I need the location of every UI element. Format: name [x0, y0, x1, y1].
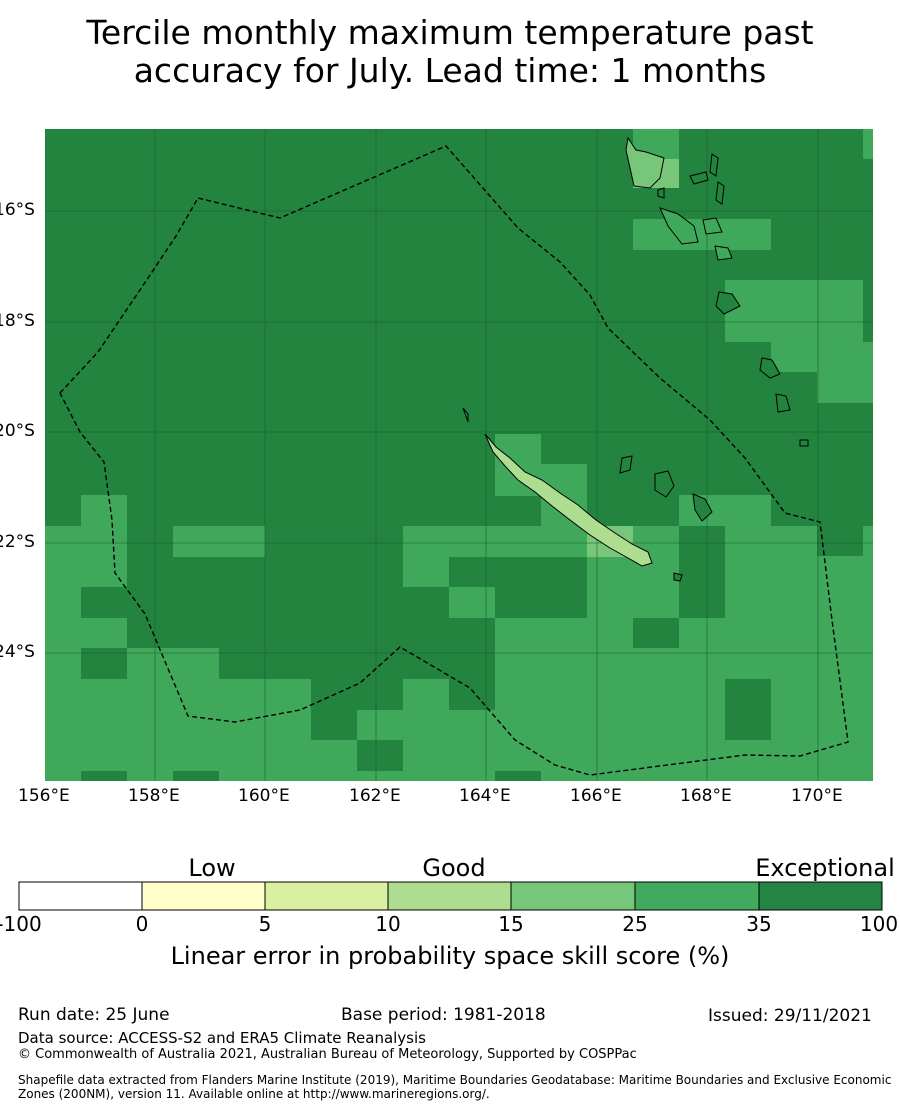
colorbar-tick-15: 15 — [498, 912, 524, 936]
lat-label-16s: 16°S — [0, 200, 35, 220]
loyalty-islands — [619, 455, 713, 582]
lon-label-168e: 168°E — [680, 786, 732, 806]
copyright: © Commonwealth of Australia 2021, Austra… — [18, 1047, 637, 1062]
colorbar-tick-100: 100 — [859, 912, 899, 936]
colorbar-category-low: Low — [188, 854, 236, 882]
colorbar-tick-25: 25 — [622, 912, 648, 936]
vanuatu-islands — [625, 136, 665, 189]
colorbar-tick-35: 35 — [746, 912, 772, 936]
colorbar-swatch-2 — [265, 882, 388, 910]
lon-label-160e: 160°E — [238, 786, 290, 806]
vanuatu-islands-dark — [462, 153, 809, 447]
title-line-1: Tercile monthly maximum temperature past — [86, 13, 814, 52]
colorbar-swatch-1 — [142, 882, 265, 910]
eez-boundary — [59, 145, 849, 776]
lon-label-170e: 170°E — [791, 786, 843, 806]
colorbar-tick-5: 5 — [258, 912, 272, 936]
colorbar-category-exceptional: Exceptional — [755, 854, 895, 882]
run-date: Run date: 25 June — [18, 1005, 170, 1025]
lon-label-166e: 166°E — [570, 786, 622, 806]
lat-label-24s: 24°S — [0, 642, 35, 662]
colorbar-tick-neg100: -100 — [0, 912, 42, 936]
data-source: Data source: ACCESS-S2 and ERA5 Climate … — [18, 1029, 426, 1047]
colorbar-swatch-0 — [19, 882, 142, 910]
base-period: Base period: 1981-2018 — [341, 1005, 546, 1025]
colorbar-swatch-5 — [635, 882, 759, 910]
issued-date: Issued: 29/11/2021 — [708, 1006, 872, 1026]
chart-title: Tercile monthly maximum temperature past… — [0, 14, 900, 90]
lat-label-20s: 20°S — [0, 421, 35, 441]
lon-label-156e: 156°E — [18, 786, 70, 806]
graticule — [45, 129, 873, 781]
colorbar-swatch-6 — [759, 882, 882, 910]
colorbar-tick-0: 0 — [135, 912, 149, 936]
colorbar-label: Linear error in probability space skill … — [170, 942, 730, 970]
colorbar-swatch-4 — [511, 882, 635, 910]
title-line-2: accuracy for July. Lead time: 1 months — [133, 51, 767, 90]
new-caledonia-island — [484, 433, 653, 567]
lon-label-162e: 162°E — [349, 786, 401, 806]
colorbar-category-good: Good — [422, 854, 486, 882]
colorbar-swatch-3 — [388, 882, 511, 910]
lat-label-18s: 18°S — [0, 311, 35, 331]
vanuatu-islands-south — [659, 207, 733, 261]
lon-label-164e: 164°E — [459, 786, 511, 806]
lat-label-22s: 22°S — [0, 532, 35, 552]
shapefile-credit: Shapefile data extracted from Flanders M… — [18, 1073, 892, 1101]
lon-label-158e: 158°E — [128, 786, 180, 806]
skill-map — [45, 129, 873, 781]
colorbar-tick-10: 10 — [375, 912, 401, 936]
colorbar — [18, 881, 883, 911]
